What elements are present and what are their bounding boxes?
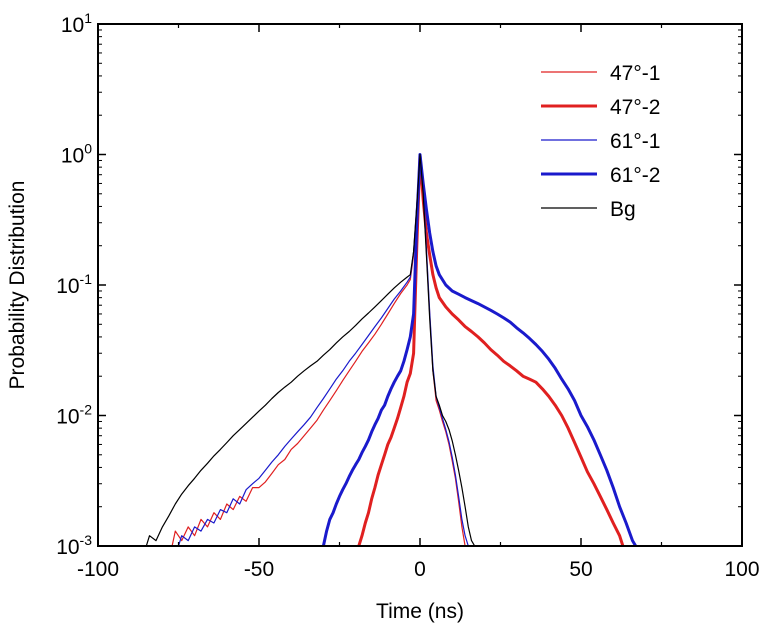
y-tick-label: 10-3: [56, 532, 92, 559]
x-tick-label: 0: [414, 558, 426, 581]
x-axis-title: Time (ns): [376, 600, 464, 623]
x-tick-label: -50: [244, 558, 274, 581]
axis-ticks: [97, 23, 743, 547]
legend-label-0: 47°-1: [610, 62, 660, 85]
y-tick-label: 10-2: [56, 402, 92, 429]
y-tick-labels: 10-3 10-2 10-1 100 101: [56, 10, 92, 559]
y-tick-label: 101: [61, 10, 92, 37]
legend-label-2: 61°-1: [610, 130, 660, 153]
x-tick-labels: -100 -50 0 50 100: [77, 558, 760, 581]
legend-label-3: 61°-2: [610, 164, 660, 187]
series-line-4: [145, 153, 476, 546]
series-line-1: [357, 154, 625, 546]
series-line-3: [321, 153, 637, 546]
legend-label-4: Bg: [610, 198, 636, 221]
series-line-0: [171, 153, 466, 546]
x-tick-label: -100: [77, 558, 119, 581]
y-tick-label: 10-1: [56, 271, 92, 298]
series-line-2: [177, 153, 469, 546]
y-axis-title: Probability Distribution: [6, 181, 29, 390]
legend: 47°-1 47°-2 61°-1 61°-2 Bg: [541, 62, 660, 221]
y-tick-label: 100: [61, 141, 92, 168]
series-layer: [145, 153, 637, 546]
x-tick-label: 100: [724, 558, 759, 581]
x-tick-label: 50: [569, 558, 592, 581]
legend-label-1: 47°-2: [610, 96, 660, 119]
